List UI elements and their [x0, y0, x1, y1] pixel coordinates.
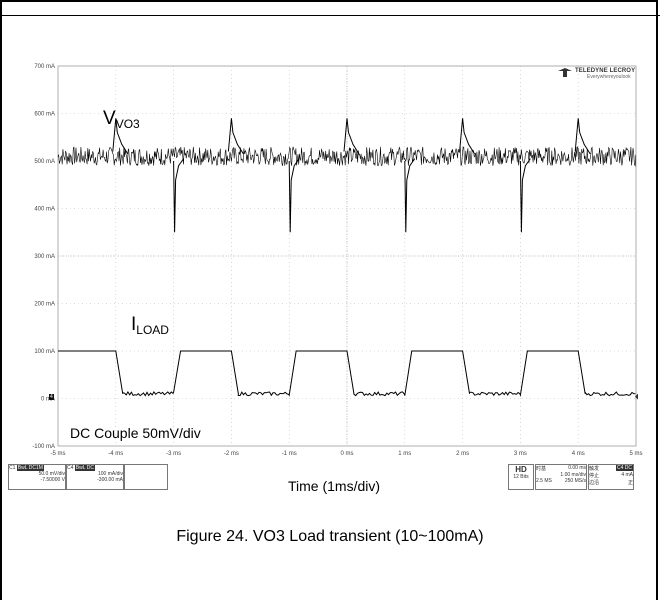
- c1-offset: -7.50000 V: [40, 477, 65, 483]
- trigger-level-marker: [635, 393, 638, 400]
- y-tick-label: 500 mA: [34, 159, 55, 165]
- vo3-label-main: V: [103, 108, 116, 129]
- c4-scale: 100 mA/div: [97, 471, 123, 477]
- iload-trace-label: ILOAD: [131, 314, 169, 337]
- trigger-title: 触发: [589, 466, 600, 472]
- teledyne-lecroy-logo: TELEDYNE LECROY Everywhereyoulook: [558, 68, 636, 80]
- vo3-undershoot-spike: [404, 158, 416, 233]
- iload-label-sub: LOAD: [136, 323, 169, 337]
- x-tick-label: 3 ms: [514, 451, 527, 457]
- y-tick-label: 300 mA: [34, 254, 55, 260]
- figure-caption: Figure 24. VO3 Load transient (10~100mA): [176, 528, 484, 545]
- c1-label: C1: [9, 465, 16, 471]
- vo3-trace: [57, 146, 637, 167]
- y-tick-label: 200 mA: [34, 302, 55, 308]
- vo3-undershoot-spike: [173, 158, 185, 233]
- x-tick-label: -2 ms: [224, 451, 239, 457]
- c4-offset: -300.00 mA: [97, 477, 123, 483]
- oscilloscope-plot: 700 mA 600 mA 500 mA 400 mA 300 mA 200 mA 100 …: [32, 64, 642, 457]
- trigger-box: 触发 C4 DC 停止 4 mA 边沿 正: [588, 464, 634, 490]
- c4-label: C4: [67, 465, 74, 471]
- lecroy-logo-icon: [558, 68, 572, 77]
- coupling-note: DC Couple 50mV/div: [70, 425, 201, 441]
- x-tick-label: 4 ms: [572, 451, 585, 457]
- x-axis-label: Time (1ms/div): [288, 478, 381, 494]
- x-tick-label: 0 ms: [340, 451, 353, 457]
- x-tick-label: -1 ms: [282, 451, 297, 457]
- timebase-box: 时基 0.00 ms 1.00 ms/div 2.5 MS 250 MS/s: [535, 464, 587, 490]
- y-tick-label: 0 mA: [41, 397, 55, 403]
- x-tick-label: -5 ms: [51, 451, 66, 457]
- logo-tagline: Everywhereyoulook: [587, 74, 631, 80]
- vo3-overshoot-spike: [343, 118, 360, 155]
- y-tick-label: 600 mA: [34, 112, 55, 118]
- bits-label: 12 Bits: [513, 474, 529, 480]
- time-position: 0.00 ms: [568, 465, 586, 471]
- iload-label-main: I: [131, 314, 137, 335]
- c1-info-box: C1 BwL DC1M 50.0 mV/div -7.50000 V: [8, 464, 66, 490]
- vo3-undershoot-spike: [519, 158, 531, 233]
- logo-brand: TELEDYNE LECROY: [575, 68, 636, 74]
- timebase-title: 时基: [536, 466, 547, 472]
- x-tick-label: -4 ms: [108, 451, 123, 457]
- vo3-overshoot-spike: [574, 118, 591, 155]
- vo3-label-sub: VO3: [115, 117, 140, 131]
- hd-box: HD 12 Bits: [508, 464, 534, 490]
- x-tick-label: 2 ms: [456, 451, 469, 457]
- x-tick-label: 1 ms: [398, 451, 411, 457]
- y-tick-label: -100 mA: [32, 444, 55, 450]
- iload-trace: [58, 350, 636, 397]
- slope-label: 正: [627, 480, 633, 486]
- vo3-undershoot-spike: [288, 158, 300, 233]
- top-border: [0, 0, 660, 16]
- vo3-overshoot-spike: [112, 118, 129, 155]
- ground-marker: 4: [49, 394, 54, 400]
- x-tick-label: -3 ms: [166, 451, 181, 457]
- x-tick-label: 5 ms: [629, 451, 642, 457]
- edge-label: 边沿: [589, 480, 600, 486]
- y-tick-label: 400 mA: [34, 207, 55, 213]
- c4-badge: BwL DC: [74, 465, 95, 471]
- trigger-badge: C4 DC: [615, 465, 633, 471]
- vo3-overshoot-spike: [459, 118, 476, 155]
- c4-info-box: C4 BwL DC 100 mA/div -300.00 mA: [66, 464, 124, 490]
- y-tick-label: 700 mA: [34, 64, 55, 70]
- y-tick-label: 100 mA: [34, 349, 55, 355]
- empty-info-box: [124, 464, 168, 490]
- c1-scale: 50.0 mV/div: [38, 471, 65, 477]
- vo3-overshoot-spike: [227, 118, 244, 155]
- sample-rate: 250 MS/s: [564, 478, 586, 484]
- hd-label: HD: [515, 465, 527, 474]
- trigger-level: 4 mA: [621, 472, 633, 478]
- vo3-trace-label: VVO3: [103, 108, 140, 131]
- time-per-div: 1.00 ms/div: [560, 472, 586, 478]
- c1-badge: BwL DC1M: [16, 465, 44, 471]
- sample-count: 2.5 MS: [536, 478, 552, 484]
- stop-label: 停止: [589, 473, 600, 479]
